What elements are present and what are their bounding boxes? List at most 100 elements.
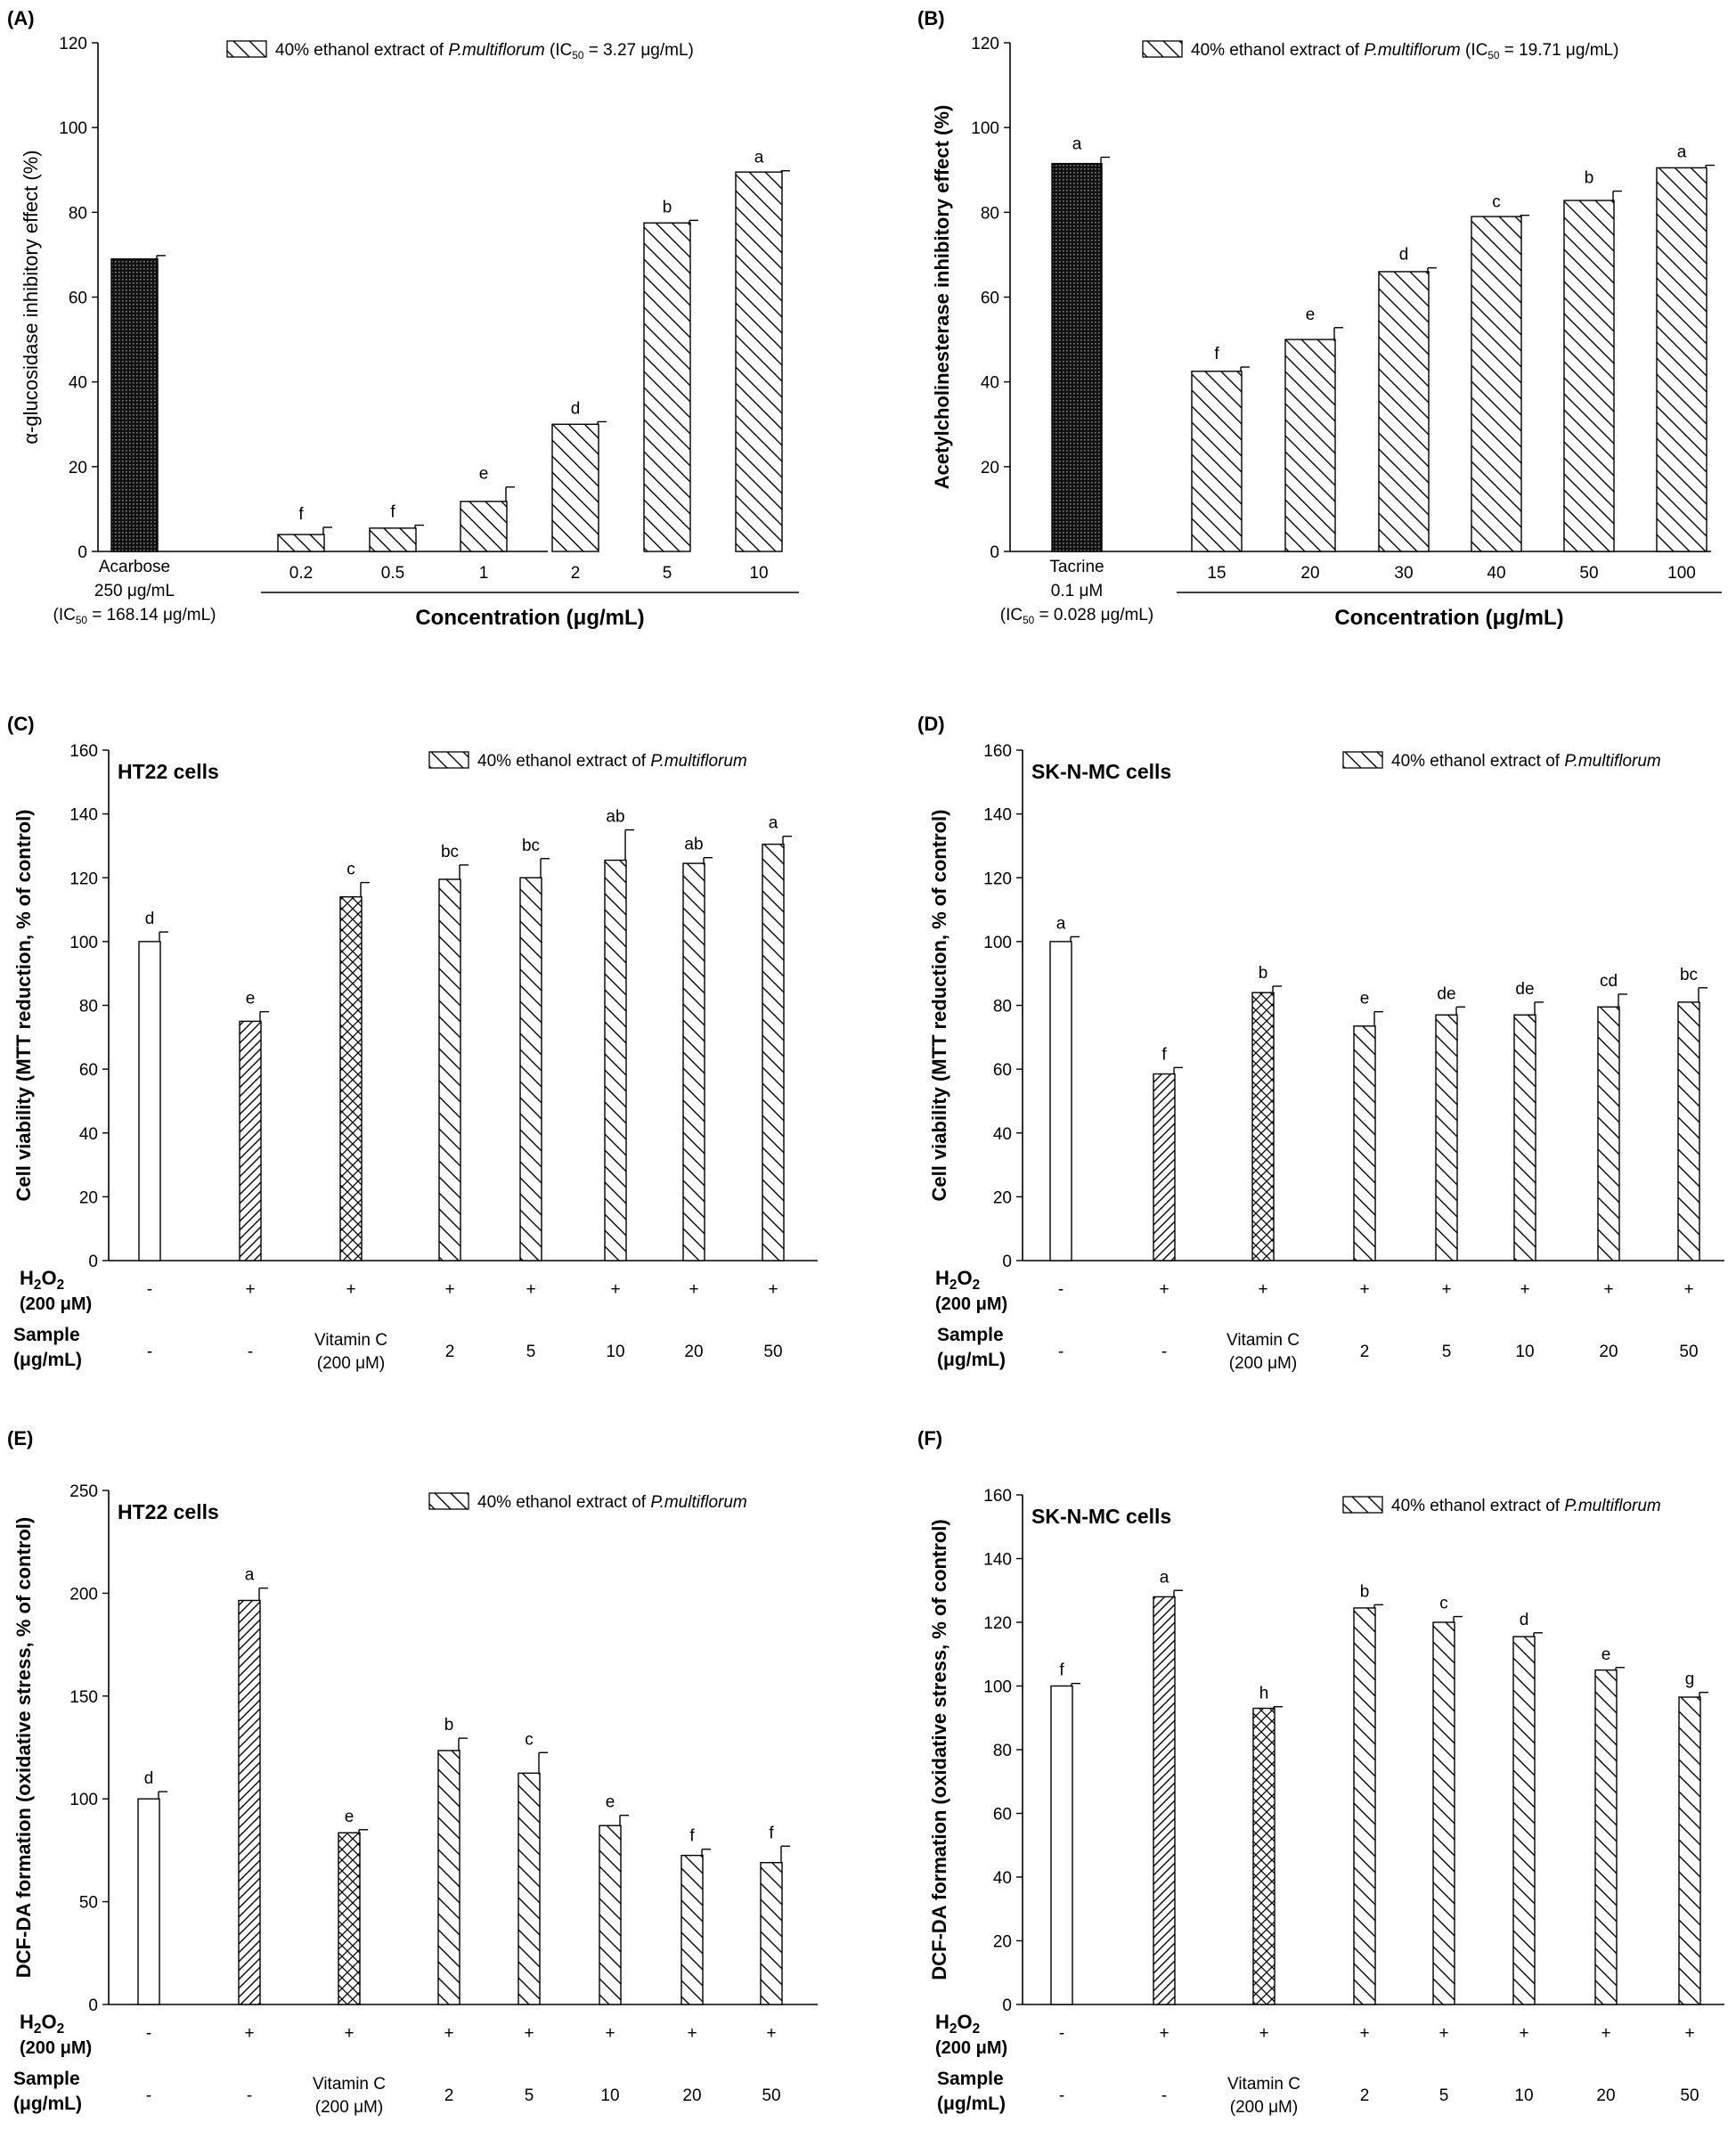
bar [604, 859, 627, 1261]
y-tick-label: 100 [69, 934, 98, 952]
legend-text: 40% ethanol extract of P.multiflorum (IC… [1191, 41, 1618, 61]
h2o2-value: + [245, 1280, 255, 1299]
y-tick-label: 0 [88, 1253, 98, 1271]
x-tick-label: 30 [1394, 564, 1413, 583]
significance-letter: b [1259, 964, 1268, 983]
panel-label: (D) [917, 713, 945, 735]
x-tick-label: 2 [571, 564, 581, 583]
control-label: (IC50​ = 0.028 μg/mL) [1000, 606, 1153, 626]
significance-letter: d [571, 399, 581, 418]
significance-letter: de [1515, 980, 1534, 999]
bar [1378, 271, 1430, 552]
y-tick-label: 80 [981, 204, 999, 223]
x-tick-label: 0.5 [381, 564, 404, 583]
y-axis-label: Cell viability (MTT reduction, % of cont… [928, 809, 950, 1201]
h2o2-value: + [1439, 2024, 1448, 2043]
bar [1050, 1685, 1073, 2005]
chart-panel-c: (C) 0 20 40 60 80 100 120 140 160 Cell viability (… [7, 713, 818, 1373]
y-tick-label: 120 [983, 869, 1012, 888]
y-tick-label: 20 [993, 1188, 1012, 1207]
x-tick-label: 15 [1207, 564, 1226, 583]
y-tick-label: 0 [1002, 1996, 1012, 2015]
bar [1678, 1696, 1701, 2005]
y-tick-label: 40 [993, 1125, 1012, 1144]
significance-letter: e [246, 990, 256, 1008]
sample-value: Vitamin C (200 μM) [1227, 2075, 1300, 2117]
cell-label: SK-N-MC cells [1031, 760, 1171, 783]
cell-label: SK-N-MC cells [1031, 1505, 1171, 1528]
h2o2-value: + [610, 1280, 620, 1299]
h2o2-row-label: H2O2​ [20, 2011, 64, 2037]
h2o2-value: + [768, 1280, 778, 1299]
sample-value: 2 [445, 1343, 455, 1361]
h2o2-value: + [344, 2024, 354, 2043]
legend-swatch [428, 751, 469, 769]
y-tick-label: 100 [983, 1678, 1012, 1697]
significance-letter: f [1161, 1045, 1167, 1064]
h2o2-value: + [1601, 2024, 1610, 2043]
significance-letter: b [663, 198, 672, 216]
significance-letter: e [1602, 1645, 1611, 1664]
y-tick-label: 160 [983, 742, 1012, 761]
bar [1191, 371, 1243, 552]
y-tick-label: 140 [983, 806, 1012, 825]
y-tick-label: 20 [69, 459, 87, 478]
h2o2-value: + [1520, 1280, 1529, 1299]
legend-swatch [226, 40, 267, 58]
panel-label: (C) [7, 713, 35, 735]
bar [1512, 1636, 1536, 2005]
bar [1284, 339, 1336, 552]
significance-letter: f [689, 1827, 695, 1846]
bar [1563, 200, 1615, 552]
bar [137, 1798, 160, 2005]
significance-letter: e [345, 1808, 355, 1826]
bar [681, 1854, 704, 2005]
significance-letter: b [444, 1716, 454, 1735]
h2o2-value: - [147, 1280, 152, 1299]
x-tick-label: 5 [663, 564, 672, 583]
bar [110, 257, 159, 552]
h2o2-value: + [1519, 2024, 1528, 2043]
sample-value: 10 [1515, 1343, 1534, 1361]
significance-letter: f [390, 502, 395, 521]
y-tick-label: 40 [981, 374, 999, 393]
panel-label: (E) [7, 1427, 33, 1449]
significance-letter: ab [606, 808, 624, 827]
y-axis-label: DCF-DA formation (oxidative stress, % of… [928, 1519, 950, 1980]
bar [643, 222, 691, 552]
chart-panel-f: (F) 0 20 40 60 80 100 120 140 160 DCF-DA formation… [917, 1427, 1724, 2117]
y-tick-label: 60 [993, 1061, 1012, 1080]
legend-text: 40% ethanol extract of P.multiflorum [1391, 1497, 1661, 1515]
h2o2-value: + [524, 2024, 534, 2043]
bar [1353, 1607, 1376, 2005]
legend-swatch [1342, 751, 1383, 769]
h2o2-value: + [689, 1280, 698, 1299]
y-tick-label: 60 [993, 1806, 1012, 1825]
control-label: 250 μg/mL [94, 582, 175, 600]
significance-letter: a [1677, 143, 1687, 162]
sample-value: 5 [526, 1343, 536, 1361]
sample-value: Vitamin C (200 μM) [313, 2075, 386, 2117]
control-label: Tacrine [1049, 558, 1104, 576]
y-tick-label: 120 [69, 869, 98, 888]
sample-value: 10 [600, 2086, 619, 2105]
sample-value: 2 [444, 2086, 454, 2105]
y-tick-label: 20 [79, 1188, 98, 1207]
sample-value: - [1161, 1343, 1167, 1361]
y-tick-label: 40 [993, 1869, 1012, 1888]
y-axis-label: Acetylcholinesterase inhibitory effect (… [931, 105, 953, 490]
bar [437, 1750, 460, 2005]
y-tick-label: 50 [79, 1894, 98, 1913]
h2o2-value: + [444, 2024, 453, 2043]
y-tick-label: 160 [983, 1487, 1012, 1506]
significance-letter: bc [522, 837, 540, 855]
h2o2-row-label: (200 μM) [935, 2038, 1007, 2058]
bar [369, 527, 417, 552]
x-axis-label: Concentration (μg/mL) [415, 606, 644, 630]
h2o2-value: + [1441, 1280, 1451, 1299]
y-tick-label: 80 [69, 204, 87, 223]
sample-value: 50 [762, 2086, 780, 2105]
x-tick-label: 10 [749, 564, 768, 583]
sample-value: 5 [525, 2086, 534, 2105]
